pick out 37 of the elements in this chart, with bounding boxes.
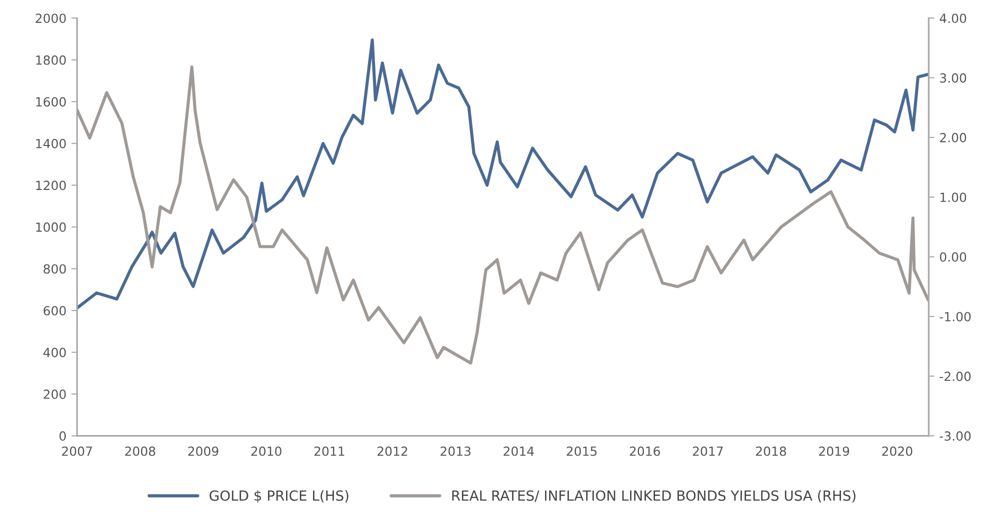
y-tick-label: 1800 xyxy=(36,55,66,65)
x-tick-label: 2019 xyxy=(819,446,850,456)
y-tick-label: 0 xyxy=(60,431,66,441)
y2-tick-label: -2.00 xyxy=(940,372,971,382)
line-series xyxy=(77,38,929,310)
y-tick-label: 1600 xyxy=(36,97,66,107)
x-tick-label: 2008 xyxy=(125,446,156,456)
x-tick-label: 2016 xyxy=(630,446,660,456)
y-tick-label: 1400 xyxy=(36,138,66,148)
x-tick-label: 2013 xyxy=(440,446,470,456)
y-tick-label: 400 xyxy=(43,348,66,358)
x-tick-label: 2017 xyxy=(692,446,723,456)
y2-tick-label: -1.00 xyxy=(940,312,971,322)
x-tick-label: 2012 xyxy=(378,446,408,456)
y-tick-label: 800 xyxy=(44,264,66,274)
x-tick-label: 2009 xyxy=(188,446,218,456)
line-series xyxy=(77,66,929,365)
y2-tick-label: 1.00 xyxy=(940,192,966,202)
y-tick-label: 200 xyxy=(44,390,66,399)
legend-label: REAL RATES/ INFLATION LINKED BONDS YIELDS USA (RHS) xyxy=(452,490,856,502)
x-tick-label: 2007 xyxy=(62,446,92,456)
x-tick-label: 2020 xyxy=(882,446,912,456)
x-tick-label: 2015 xyxy=(566,446,597,456)
y-tick-label: 2000 xyxy=(36,14,66,24)
x-tick-label: 2018 xyxy=(756,446,786,456)
x-tick-label: 2010 xyxy=(251,446,282,456)
legend-label: GOLD $ PRICE L(HS) xyxy=(210,490,348,503)
y2-tick-label: -3.00 xyxy=(940,431,971,441)
x-tick-label: 2011 xyxy=(314,446,344,456)
y-tick-label: 1000 xyxy=(36,222,66,232)
y-tick-label: 1200 xyxy=(36,180,66,190)
y2-tick-label: 2.00 xyxy=(940,132,966,142)
y2-tick-label: 4.00 xyxy=(940,14,966,24)
y-tick-label: 600 xyxy=(44,306,66,316)
y2-tick-label: 0.00 xyxy=(940,252,966,262)
x-tick-label: 2014 xyxy=(504,446,534,456)
y2-tick-label: 3.00 xyxy=(940,73,966,83)
